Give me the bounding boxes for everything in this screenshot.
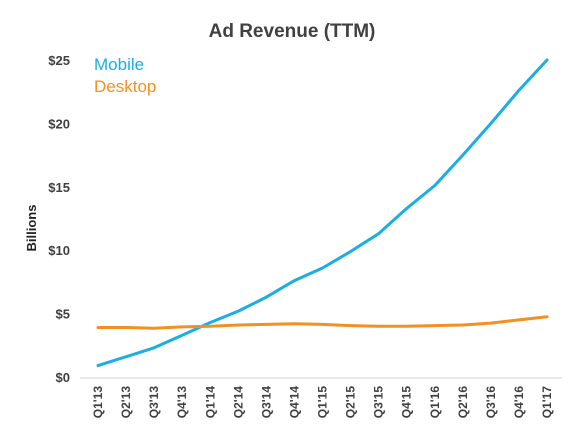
- x-tick-label: Q1'13: [91, 386, 105, 419]
- x-tick-label: Q2'13: [119, 386, 133, 419]
- series-line-desktop: [96, 315, 549, 330]
- chart-title: Ad Revenue (TTM): [209, 21, 376, 42]
- x-tick-label: Q4'16: [512, 386, 526, 419]
- legend-entry-mobile: Mobile: [94, 55, 144, 74]
- x-tick-label: Q2'15: [344, 386, 358, 419]
- x-tick-label: Q4'13: [175, 386, 189, 419]
- x-tick-label: Q1'15: [316, 386, 330, 419]
- x-tick-label: Q1'16: [428, 386, 442, 419]
- x-tick-labels: Q1'13 Q2'13 Q3'13 Q4'13 Q1'14 Q2'14 Q3'14 Q4'14…: [91, 386, 554, 419]
- y-tick-label: $5: [56, 307, 70, 322]
- series-line-mobile: [96, 58, 549, 368]
- legend: Mobile Desktop: [94, 55, 156, 96]
- y-tick-label: $20: [48, 116, 70, 131]
- x-tick-label: Q3'16: [484, 386, 498, 419]
- y-axis-label: Billions: [24, 205, 39, 252]
- y-tick-label: $0: [56, 370, 70, 385]
- x-tick-label: Q2'14: [231, 386, 245, 419]
- y-tick-label: $25: [48, 53, 70, 68]
- series-lines: [96, 58, 549, 368]
- x-tick-label: Q1'14: [203, 386, 217, 419]
- x-tick-label: Q3'15: [372, 386, 386, 419]
- x-tick-label: Q2'16: [456, 386, 470, 419]
- x-tick-label: Q4'14: [287, 386, 301, 419]
- x-tick-label: Q3'14: [259, 386, 273, 419]
- x-tick-label: Q4'15: [400, 386, 414, 419]
- legend-entry-desktop: Desktop: [94, 77, 156, 96]
- y-tick-label: $10: [48, 243, 70, 258]
- y-tick-labels: $0 $5 $10 $15 $20 $25: [48, 53, 70, 385]
- x-tick-label: Q1'17: [540, 386, 554, 419]
- y-tick-label: $15: [48, 180, 70, 195]
- x-tick-label: Q3'13: [147, 386, 161, 419]
